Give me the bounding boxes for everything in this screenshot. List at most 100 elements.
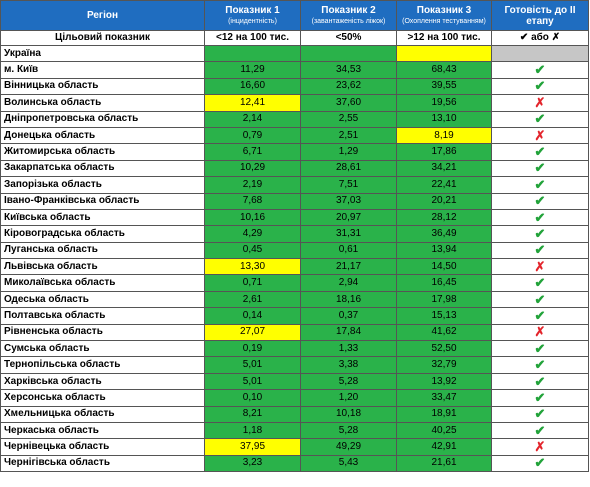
indicator-cell: 68,43	[396, 61, 492, 79]
indicator-cell: 5,43	[300, 454, 397, 473]
indicator-cell: 10,18	[300, 405, 397, 423]
status-cell: ✔	[491, 192, 589, 210]
region-row: Чернівецька область 37,95 49,29 42,91 ✗	[0, 438, 589, 456]
indicator-cell: 31,31	[300, 225, 397, 243]
indicator-cell: 36,49	[396, 225, 492, 243]
status-cell: ✔	[491, 143, 589, 161]
indicator-cell: 28,61	[300, 159, 397, 178]
table-body: Україна м. Київ 11,29 34,53 68,43 ✔ Вінницька …	[0, 44, 589, 473]
region-name: Україна	[0, 44, 205, 63]
indicator-cell: 0,71	[204, 274, 301, 292]
indicator-cell: 34,21	[396, 159, 492, 178]
region-row: Сумська область 0,19 1,33 52,50 ✔	[0, 340, 589, 358]
table-header: Регіон Показник 1 (інцидентність) Показни…	[0, 0, 589, 46]
indicator-cell: 4,29	[204, 225, 301, 243]
region-row: Полтавська область 0,14 0,37 15,13 ✔	[0, 307, 589, 325]
indicator-cell: 20,21	[396, 192, 492, 210]
header-title: Показник 2	[321, 4, 376, 16]
region-name: Волинська область	[0, 94, 205, 112]
readiness-table: Регіон Показник 1 (інцидентність) Показни…	[0, 0, 589, 473]
indicator-cell: 13,30	[204, 258, 301, 276]
status-cell: ✔	[491, 340, 589, 358]
region-name: Кіровоградська область	[0, 225, 205, 243]
indicator-cell: 33,47	[396, 389, 492, 407]
region-name: Херсонська область	[0, 389, 205, 407]
target-row: Цільовий показник <12 на 100 тис. <50% >…	[0, 30, 589, 46]
region-name: Івано-Франківська область	[0, 192, 205, 210]
status-cell	[491, 44, 589, 63]
indicator-cell: 17,84	[300, 323, 397, 342]
status-cell: ✔	[491, 241, 589, 260]
indicator-cell: 10,29	[204, 159, 301, 178]
indicator-cell: 0,61	[300, 241, 397, 260]
region-row: Чернігівська область 3,23 5,43 21,61 ✔	[0, 454, 589, 473]
region-row: Хмельницька область 8,21 10,18 18,91 ✔	[0, 405, 589, 423]
region-row: Івано-Франківська область 7,68 37,03 20,21 ✔	[0, 192, 589, 210]
region-name: Київська область	[0, 208, 205, 227]
header-cell: Готовість до ІІ етапу	[491, 0, 589, 31]
region-name: Тернопільська область	[0, 356, 205, 374]
indicator-cell: 13,94	[396, 241, 492, 260]
indicator-cell: 0,19	[204, 340, 301, 358]
indicator-cell	[396, 44, 492, 63]
status-cell: ✔	[491, 389, 589, 407]
region-name: Харківська область	[0, 372, 205, 391]
status-cell: ✔	[491, 61, 589, 79]
indicator-cell: 16,60	[204, 77, 301, 96]
indicator-cell: 7,68	[204, 192, 301, 210]
region-name: Луганська область	[0, 241, 205, 260]
indicator-cell: 21,17	[300, 258, 397, 276]
region-row: Рівненська область 27,07 17,84 41,62 ✗	[0, 323, 589, 342]
indicator-cell: 5,28	[300, 372, 397, 391]
indicator-cell: 18,91	[396, 405, 492, 423]
indicator-cell: 13,10	[396, 110, 492, 128]
region-name: м. Київ	[0, 61, 205, 79]
region-row: Львівська область 13,30 21,17 14,50 ✗	[0, 258, 589, 276]
indicator-cell: 2,94	[300, 274, 397, 292]
indicator-cell: 0,14	[204, 307, 301, 325]
region-name: Хмельницька область	[0, 405, 205, 423]
indicator-cell: 32,79	[396, 356, 492, 374]
indicator-cell: 2,14	[204, 110, 301, 128]
indicator-cell: 1,18	[204, 421, 301, 440]
indicator-cell: 39,55	[396, 77, 492, 96]
indicator-cell: 1,20	[300, 389, 397, 407]
status-cell: ✗	[491, 126, 589, 145]
region-row: Луганська область 0,45 0,61 13,94 ✔	[0, 241, 589, 260]
status-cell: ✔	[491, 77, 589, 96]
region-name: Вінницька область	[0, 77, 205, 96]
status-cell: ✔	[491, 290, 589, 309]
target-cell: <12 на 100 тис.	[204, 30, 301, 46]
indicator-cell: 13,92	[396, 372, 492, 391]
header-cell: Показник 2 (завантаженість ліжок)	[300, 0, 397, 31]
indicator-cell: 37,60	[300, 94, 397, 112]
region-row: Миколаївська область 0,71 2,94 16,45 ✔	[0, 274, 589, 292]
region-row: Херсонська область 0,10 1,20 33,47 ✔	[0, 389, 589, 407]
indicator-cell: 12,41	[204, 94, 301, 112]
indicator-cell: 49,29	[300, 438, 397, 456]
indicator-cell: 2,61	[204, 290, 301, 309]
region-row: Закарпатська область 10,29 28,61 34,21 ✔	[0, 159, 589, 178]
indicator-cell: 8,19	[396, 126, 492, 145]
target-cell: >12 на 100 тис.	[396, 30, 492, 46]
indicator-cell: 20,97	[300, 208, 397, 227]
header-cell: Показник 3 (Охоплення тестуванням)	[396, 0, 492, 31]
indicator-cell: 19,56	[396, 94, 492, 112]
target-label: Цільовий показник	[0, 30, 205, 46]
region-row: Запорізька область 2,19 7,51 22,41 ✔	[0, 176, 589, 194]
indicator-cell	[204, 44, 301, 63]
region-name: Одеська область	[0, 290, 205, 309]
region-name: Сумська область	[0, 340, 205, 358]
status-cell: ✔	[491, 208, 589, 227]
region-row: Дніпропетровська область 2,14 2,55 13,10 ✔	[0, 110, 589, 128]
region-row: Одеська область 2,61 18,16 17,98 ✔	[0, 290, 589, 309]
region-name: Дніпропетровська область	[0, 110, 205, 128]
region-name: Житомирська область	[0, 143, 205, 161]
indicator-cell: 5,01	[204, 372, 301, 391]
status-cell: ✔	[491, 421, 589, 440]
region-name: Полтавська область	[0, 307, 205, 325]
status-cell: ✔	[491, 159, 589, 178]
status-cell: ✗	[491, 258, 589, 276]
status-cell: ✗	[491, 323, 589, 342]
indicator-cell: 16,45	[396, 274, 492, 292]
